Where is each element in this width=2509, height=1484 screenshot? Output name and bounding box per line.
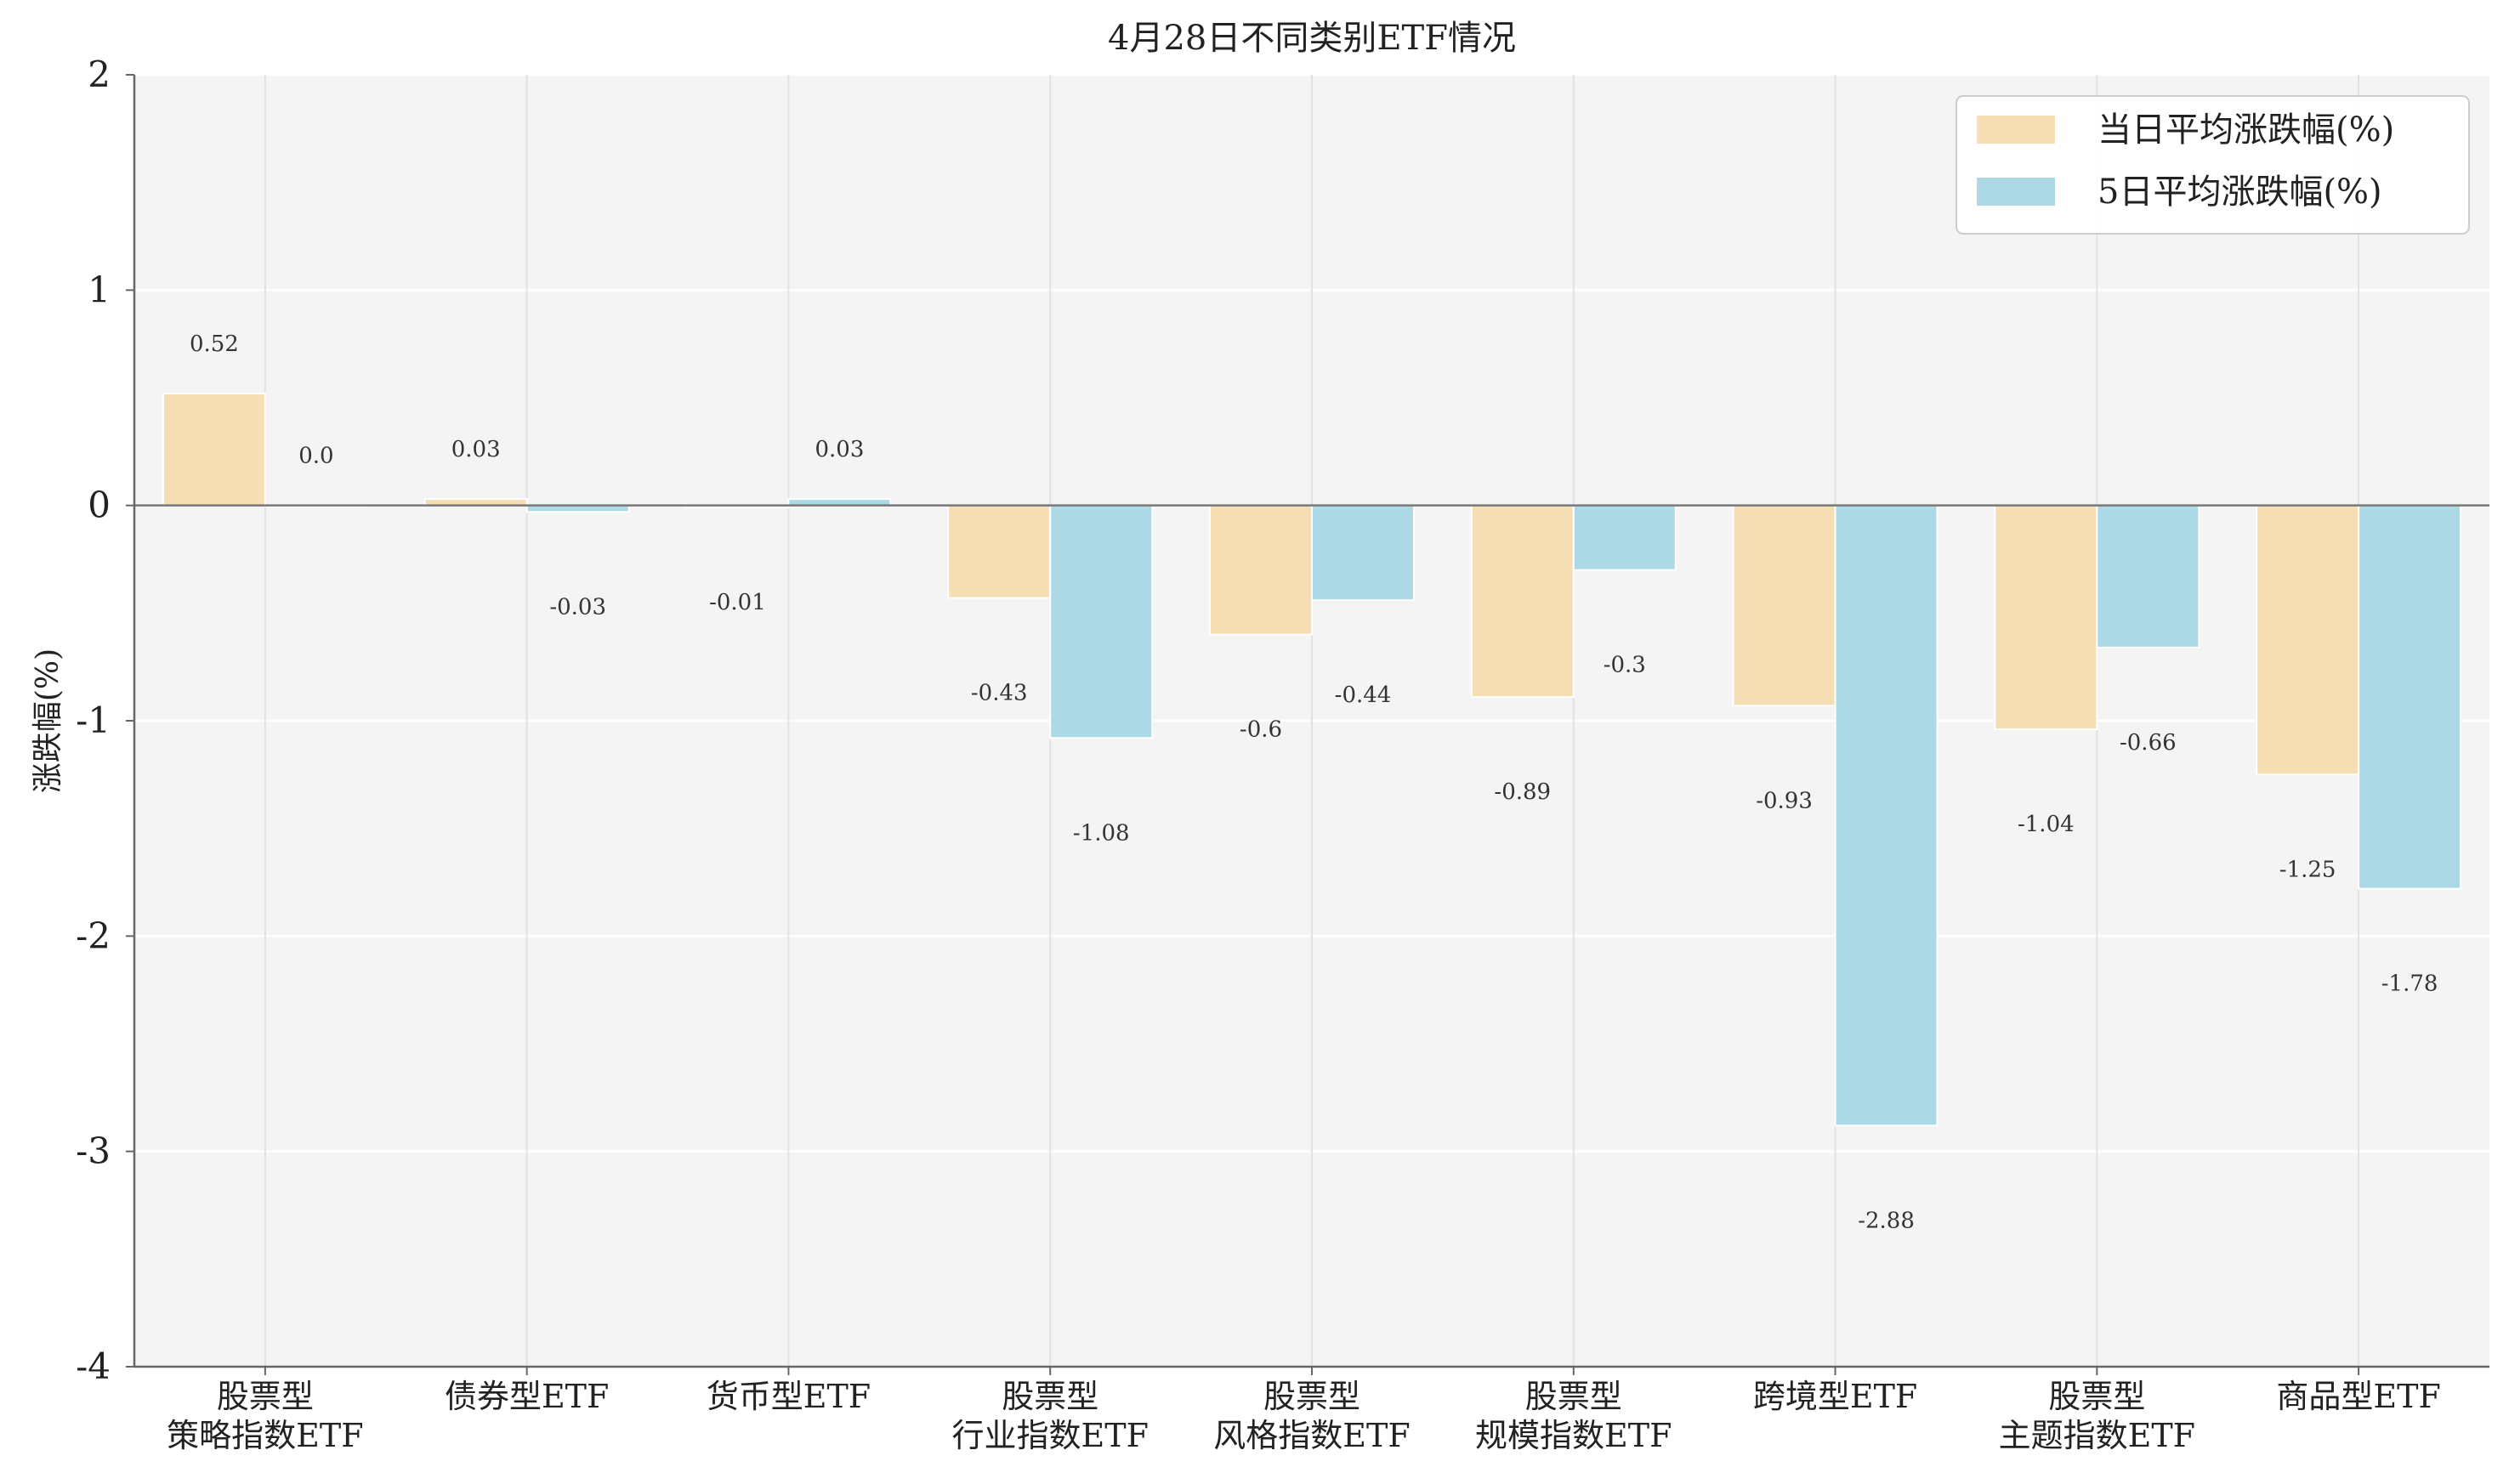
data-label-daily-0: 0.52	[190, 331, 239, 357]
data-labels: 0.52 0.03 -0.01 -0.43 -0.6 -0.89 -0.93 -1.04 -1.…	[190, 331, 2438, 1233]
x-tick-label-line: 股票型	[217, 1378, 314, 1415]
x-tick-label-line: 股票型	[1002, 1378, 1098, 1415]
data-label-5day-8: -1.78	[2381, 971, 2438, 997]
x-tick-label-line: 股票型	[1525, 1378, 1622, 1415]
y-tick-label: 1	[88, 269, 111, 310]
bar-daily-8	[2256, 504, 2360, 776]
data-label-daily-8: -1.25	[2279, 857, 2336, 882]
x-tick-label-line: 商品型ETF	[2276, 1378, 2440, 1415]
data-label-5day-4: -0.44	[1335, 683, 1392, 708]
y-tick-label: 0	[88, 484, 111, 526]
data-label-daily-4: -0.6	[1240, 717, 1282, 743]
x-tick-label-line: 行业指数ETF	[951, 1417, 1148, 1454]
legend-box	[1956, 95, 2470, 235]
x-tick-label-6: 跨境型ETF	[1753, 1378, 1917, 1415]
data-label-daily-3: -0.43	[971, 681, 1028, 706]
data-label-daily-7: -1.04	[2018, 812, 2075, 837]
bar-5day-3	[1049, 504, 1154, 739]
x-tick-label-0: 股票型策略指数ETF	[167, 1378, 363, 1454]
bar-5day-5	[1572, 504, 1677, 571]
y-tick-label: 2	[88, 54, 111, 95]
bar-daily-0	[162, 392, 266, 507]
data-label-5day-6: -2.88	[1858, 1208, 1915, 1233]
x-tick-label-3: 股票型行业指数ETF	[951, 1378, 1148, 1454]
data-label-daily-1: 0.03	[451, 437, 501, 462]
x-tick-label-line: 股票型	[1263, 1378, 1360, 1415]
bar-daily-7	[1994, 504, 2098, 731]
bar-5day-4	[1311, 504, 1415, 602]
y-tick-label: -4	[76, 1345, 111, 1387]
y-tick-labels: 2 1 0 -1 -2 -3 -4	[76, 54, 134, 1387]
bar-5day-7	[2096, 504, 2200, 649]
x-tick-label-line: 主题指数ETF	[1999, 1417, 2195, 1454]
y-axis-label: 涨跌幅(%)	[31, 649, 65, 793]
bar-daily-4	[1209, 504, 1313, 636]
data-label-5day-5: -0.3	[1604, 653, 1646, 678]
x-tick-label-7: 股票型主题指数ETF	[1999, 1378, 2195, 1454]
x-tick-label-line: 货币型ETF	[707, 1378, 871, 1415]
x-tick-label-line: 跨境型ETF	[1753, 1378, 1917, 1415]
legend: 当日平均涨跌幅(%) 5日平均涨跌幅(%)	[1956, 95, 2470, 235]
data-label-5day-7: -0.66	[2120, 730, 2177, 756]
y-tick-label: -1	[76, 700, 111, 741]
data-label-daily-2: -0.01	[709, 590, 766, 615]
data-label-daily-5: -0.89	[1494, 779, 1551, 805]
x-tick-label-line: 债券型ETF	[445, 1378, 609, 1415]
x-tick-label-5: 股票型规模指数ETF	[1475, 1378, 1672, 1454]
legend-label-5day: 5日平均涨跌幅(%)	[2097, 173, 2382, 212]
x-tick-label-line: 风格指数ETF	[1213, 1417, 1410, 1454]
x-tick-label-line: 规模指数ETF	[1475, 1417, 1672, 1454]
data-label-daily-6: -0.93	[1756, 788, 1813, 813]
bar-daily-3	[947, 504, 1052, 599]
legend-swatch-5day	[1977, 178, 2055, 206]
chart-title: 4月28日不同类别ETF情况	[1108, 19, 1516, 58]
x-tick-label-2: 货币型ETF	[707, 1378, 871, 1415]
x-tick-label-1: 债券型ETF	[445, 1378, 609, 1415]
bar-5day-6	[1834, 504, 1939, 1127]
y-tick-label: -3	[76, 1130, 111, 1172]
x-tick-label-8: 商品型ETF	[2276, 1378, 2440, 1415]
x-tick-label-line: 股票型	[2048, 1378, 2145, 1415]
bar-daily-6	[1732, 504, 1836, 707]
data-label-5day-0: 0.0	[298, 444, 333, 469]
legend-swatch-daily	[1977, 116, 2055, 144]
x-tick-label-4: 股票型风格指数ETF	[1213, 1378, 1410, 1454]
x-tick-label-line: 策略指数ETF	[167, 1417, 363, 1454]
bar-5day-8	[2358, 504, 2462, 890]
data-label-5day-2: 0.03	[815, 437, 864, 462]
data-label-5day-1: -0.03	[549, 594, 606, 620]
y-tick-label: -2	[76, 915, 111, 956]
bar-daily-5	[1470, 504, 1575, 699]
data-label-5day-3: -1.08	[1073, 820, 1130, 846]
legend-label-daily: 当日平均涨跌幅(%)	[2097, 110, 2394, 150]
